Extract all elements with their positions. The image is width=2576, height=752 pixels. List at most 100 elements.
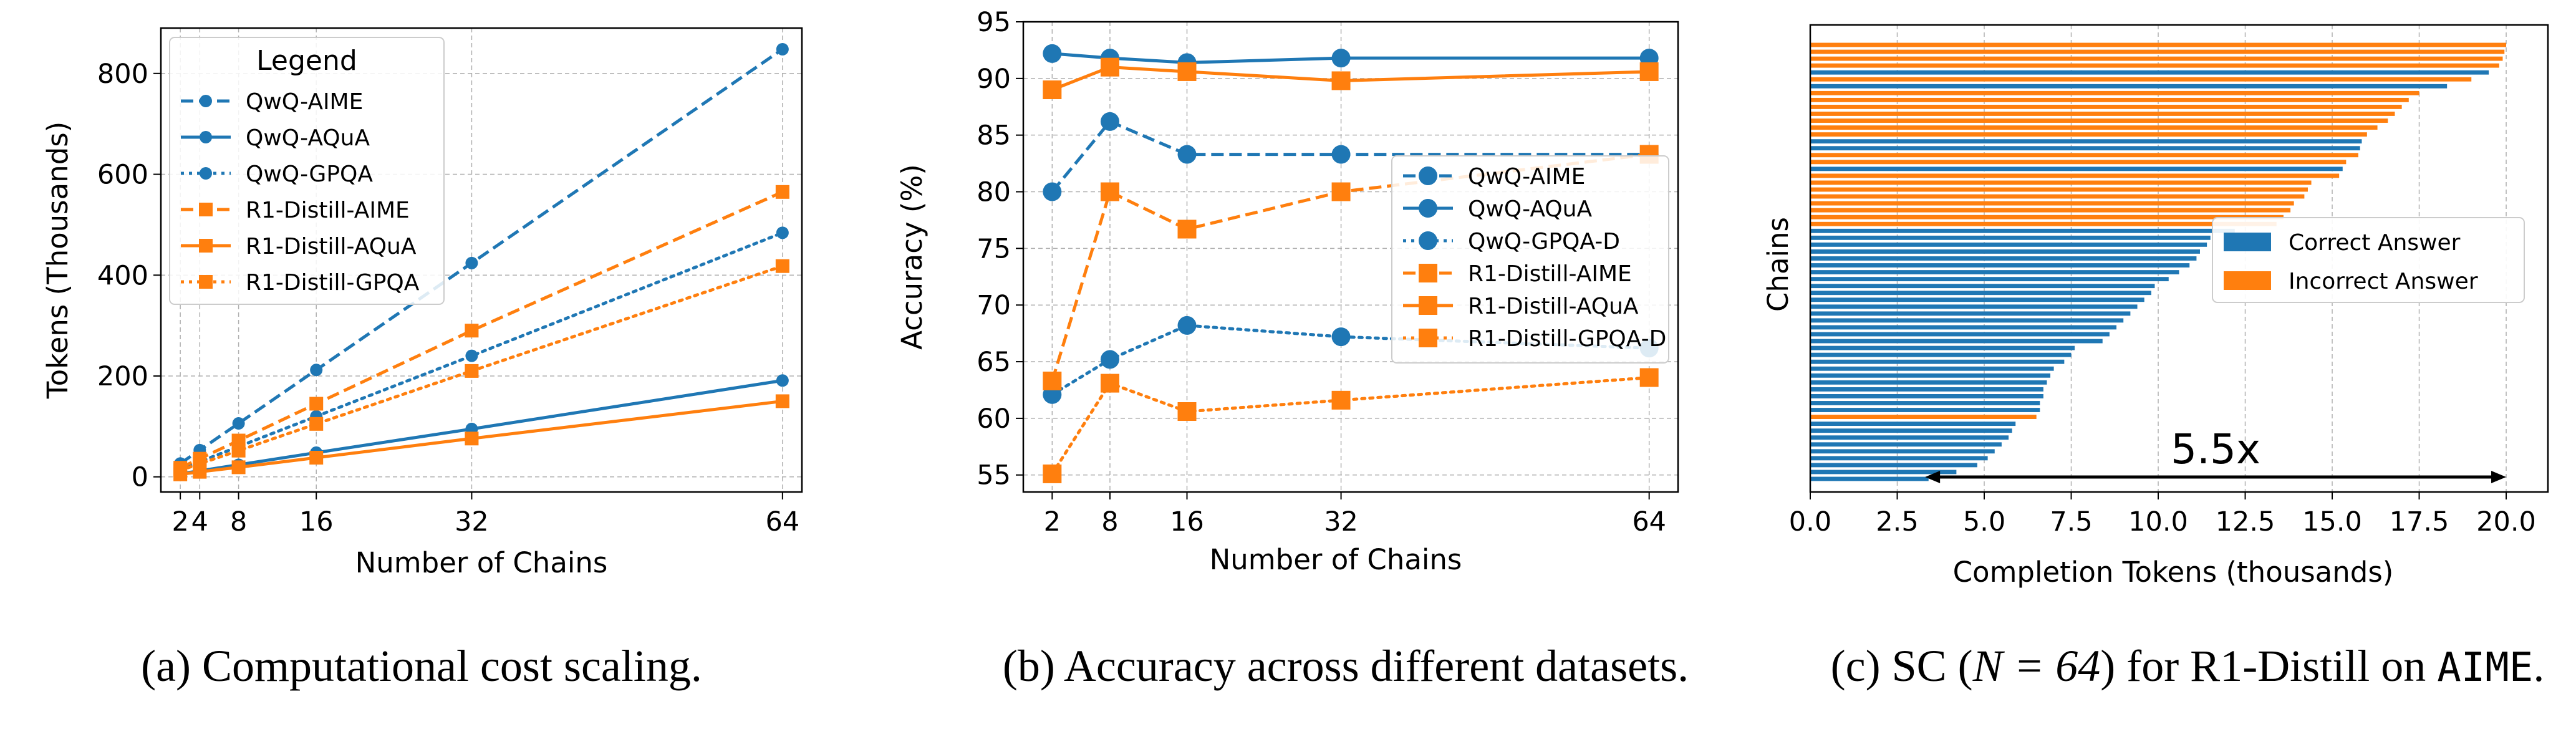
panel-c-caption-suffix: .	[2533, 641, 2544, 691]
panel-c-bar	[1810, 325, 2117, 330]
panel-b-ytick-label: 90	[977, 64, 1011, 95]
panel-b-legend-box	[1391, 155, 1669, 364]
panel-c-bar	[1810, 215, 2284, 219]
panel-b-xtick-label: 16	[1170, 506, 1204, 537]
panel-c-bar	[1810, 180, 2312, 185]
panel-c-bar	[1810, 476, 1929, 481]
panel-b-markers	[1043, 44, 1659, 483]
panel-c-bar	[1810, 249, 2200, 254]
panel-c-bar	[1810, 132, 2367, 137]
panel-c-bar	[1810, 160, 2347, 165]
panel-c-bar	[1810, 339, 2103, 344]
panel-b-legend-label: R1-Distill-GPQA-D	[1468, 326, 1666, 352]
panel-c-bar	[1810, 463, 1977, 468]
panel-b-legend-marker	[1419, 199, 1437, 218]
panel-c-bar	[1810, 456, 1988, 461]
panel-c-xtick-label: 5.0	[1963, 506, 2005, 537]
panel-b-ytick-label: 65	[977, 347, 1011, 378]
panel-b-legend-label: R1-Distill-AIME	[1468, 261, 1632, 287]
panel-c-bar	[1810, 228, 2235, 233]
panel-c-bar	[1810, 118, 2388, 123]
panel-b-point-qwq-aqua	[1331, 49, 1351, 68]
panel-a-xtick-label: 32	[455, 506, 489, 537]
panel-b-ytick-label: 85	[977, 120, 1011, 152]
panel-b-legend-marker	[1419, 231, 1437, 250]
panel-c-xlabel: Completion Tokens (thousands)	[1953, 556, 2394, 589]
panel-b-point-qwq-aime	[1100, 112, 1119, 131]
panel-b-xtick-label: 64	[1632, 506, 1666, 537]
panel-c-bar	[1810, 373, 2051, 378]
panel-b-xtick-label: 8	[1101, 506, 1118, 537]
panel-c-bar	[1810, 387, 2043, 392]
panel-c-xtick-label: 10.0	[2128, 506, 2188, 537]
panel-c-chart: 0.0 2.5 5.0 7.5 10.0 12.5 15.0 17.5 20.0 5.5x Co…	[1762, 24, 2549, 691]
panel-b-point-r1-distill-gpqa-d	[1100, 374, 1119, 393]
panel-c-caption-math: N = 64	[1972, 641, 2101, 691]
panel-a-point-qwq-aqua	[776, 374, 789, 387]
panel-c-bar	[1810, 435, 2009, 440]
panel-b-ytick-label: 95	[977, 7, 1011, 38]
panel-b-legend-label: QwQ-AIME	[1468, 164, 1585, 190]
panel-a-point-qwq-aime	[232, 417, 245, 430]
panel-a-ticks: 2 4 8 16 32 64 0 200 400 600 800	[97, 59, 799, 537]
panel-c-bar	[1810, 256, 2197, 261]
panel-c-caption-mid: ) for R1-Distill on	[2100, 641, 2437, 691]
panel-c-bar	[1810, 380, 2047, 385]
panel-c-bar	[1810, 49, 2505, 54]
panel-c-bar	[1810, 332, 2110, 337]
panel-c-bar	[1810, 366, 2054, 371]
panel-c-bar	[1810, 428, 2012, 433]
panel-c-bar	[1810, 77, 2472, 82]
panel-c-bar	[1810, 304, 2138, 309]
panel-c-bar	[1810, 84, 2448, 89]
panel-b-legend-label: QwQ-GPQA-D	[1468, 229, 1620, 254]
panel-b-point-qwq-aqua	[1043, 44, 1062, 63]
panel-a-legend-label: R1-Distill-AQuA	[246, 234, 417, 259]
panel-a-point-r1-distill-gpqa	[193, 456, 207, 471]
panel-c-bar	[1810, 401, 2040, 405]
panel-b-axes-frame	[1022, 21, 1679, 493]
panel-c-bar	[1810, 221, 2277, 226]
panel-c-legend-box	[2212, 217, 2525, 303]
panel-b-point-r1-distill-aqua	[1639, 62, 1659, 81]
panel-b-point-r1-distill-aime	[1177, 219, 1197, 239]
panel-c-bar	[1810, 173, 2340, 178]
panel-c-bar	[1810, 449, 1995, 454]
panel-c-bar	[1810, 153, 2358, 158]
panel-a-caption: (a) Computational cost scaling.	[141, 641, 702, 691]
panel-b-series-qwq-aqua-line	[1052, 52, 1649, 64]
panel-c-bar	[1810, 442, 2002, 447]
panel-a-legend-marker	[200, 131, 212, 143]
panel-c-bar	[1810, 166, 2343, 171]
panel-c-legend-label: Incorrect Answer	[2289, 269, 2478, 294]
panel-a-series-r1-distill-aqua-line	[180, 399, 783, 476]
panel-a-xtick-label: 64	[765, 506, 799, 537]
panel-b-chart: 2 8 16 32 64 55 60 65 70 75 80 85 90 95 Number of Cha…	[895, 7, 1689, 691]
panel-c-bar	[1810, 408, 2040, 412]
panel-b-point-qwq-aime	[1043, 182, 1062, 201]
panel-b-ytick-label: 75	[977, 233, 1011, 264]
panel-c-bar	[1810, 42, 2507, 47]
panel-a-ytick-label: 0	[132, 462, 148, 493]
panel-a-xlabel: Number of Chains	[355, 546, 608, 579]
panel-c-xtick-label: 15.0	[2302, 506, 2362, 537]
panel-c-bar	[1810, 394, 2043, 398]
panel-b-point-r1-distill-aime	[1043, 371, 1062, 390]
panel-c-xtick-label: 7.5	[2050, 506, 2092, 537]
panel-a-point-r1-distill-aqua	[775, 394, 789, 408]
panel-b-legend-marker	[1419, 296, 1437, 315]
panel-a-point-qwq-gpqa	[465, 349, 478, 362]
panel-c-xtick-label: 2.5	[1876, 506, 1918, 537]
panel-c-xtick-label: 12.5	[2216, 506, 2275, 537]
panel-b-point-qwq-gpqa-d	[1331, 327, 1351, 347]
panel-a-point-r1-distill-aime	[309, 397, 324, 411]
panel-a-legend-label: QwQ-AIME	[246, 89, 363, 115]
panel-a-point-r1-distill-gpqa	[465, 364, 479, 378]
panel-a-legend-label: QwQ-AQuA	[246, 125, 370, 151]
panel-c-annotation-label: 5.5x	[2171, 425, 2260, 473]
panel-c-bar	[1810, 201, 2294, 206]
panel-a-point-r1-distill-aime	[465, 324, 479, 338]
panel-b-ytick-label: 70	[977, 290, 1011, 321]
